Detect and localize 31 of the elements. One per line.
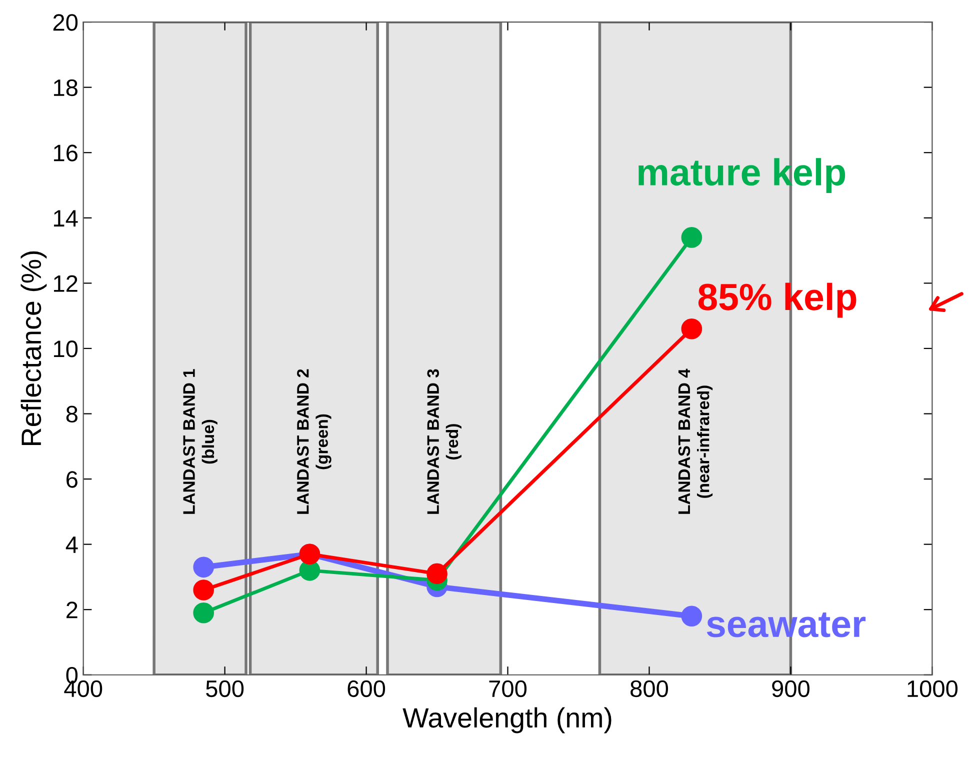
point <box>426 563 448 584</box>
x-tick-label: 600 <box>348 680 386 698</box>
x-tick-label: 1000 <box>908 680 958 698</box>
x-tick-label: 800 <box>630 680 668 698</box>
point <box>681 227 702 248</box>
series-label: mature kelp <box>638 158 846 194</box>
x-axis-title: Wavelength (nm) <box>402 707 612 734</box>
y-tick-label: 14 <box>54 210 78 226</box>
y-tick-label: 4 <box>66 536 78 553</box>
y-tick-label: 16 <box>54 144 78 162</box>
x-tick-label: 700 <box>489 680 527 698</box>
point <box>193 556 214 578</box>
y-tick-label: 18 <box>54 79 78 96</box>
y-tick-label: 8 <box>66 406 78 423</box>
y-tick-label: 6 <box>66 471 78 488</box>
point <box>681 318 702 340</box>
band-label: LANDAST BAND 3 (red) <box>427 369 462 514</box>
y-tick-label: 20 <box>53 14 78 31</box>
x-tick-label: 500 <box>206 680 244 698</box>
band-label: LANDAST BAND 4 (near-infrared) <box>678 368 713 514</box>
band-label: LANDAST BAND 1 (blue) <box>183 369 218 514</box>
series-label: 85% kelp <box>698 282 856 318</box>
point <box>193 580 214 600</box>
y-tick-label: 10 <box>54 340 78 358</box>
point <box>681 606 702 627</box>
point <box>193 602 214 624</box>
band-label: LANDAST BAND 2 (green) <box>296 369 332 514</box>
y-axis-title: Reflectance (%) <box>20 251 47 445</box>
x-tick-label: 900 <box>772 680 810 698</box>
y-tick-label: 2 <box>66 602 78 618</box>
y-tick-label: 12 <box>54 275 78 292</box>
